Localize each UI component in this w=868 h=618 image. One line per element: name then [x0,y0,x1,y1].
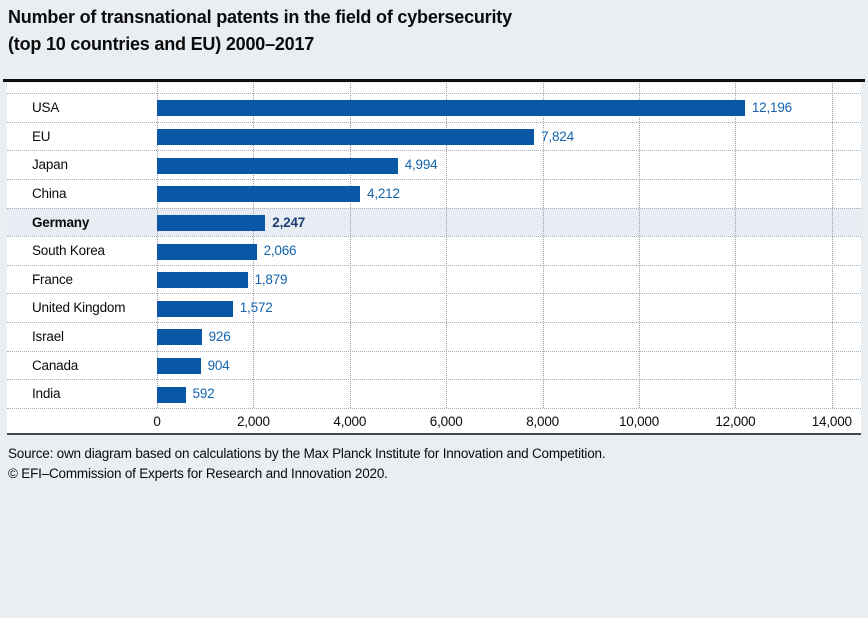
source-attribution: Source: own diagram based on calculation… [8,444,606,484]
x-axis-tick-label: 12,000 [715,414,756,429]
value-label: 926 [208,329,231,345]
category-label: Canada [32,357,79,373]
value-label: 7,824 [541,128,574,144]
category-label: Japan [32,157,68,173]
chart-row: South Korea 2,066 [7,236,861,266]
chart-row: Germany 2,247 [7,207,861,238]
category-label: EU [32,128,51,144]
chart-title-line-1: Number of transnational patents in the f… [8,7,512,27]
x-axis-tick-label: 14,000 [811,414,852,429]
category-label: China [32,185,67,201]
chart-title: Number of transnational patents in the f… [8,4,512,58]
value-label: 2,247 [272,214,306,230]
category-label: Germany [32,214,90,230]
chart-row: India 592 [7,379,861,409]
bar [157,358,201,375]
vertical-gridline [735,83,737,409]
chart-title-line-2: (top 10 countries and EU) 2000–2017 [8,34,315,54]
category-label: Israel [32,329,64,345]
value-label: 592 [192,386,215,402]
highlighted-row-band [7,207,861,237]
value-label: 2,066 [263,243,297,259]
value-label: 1,879 [254,271,288,287]
bar [157,272,248,289]
bar [157,329,202,346]
vertical-gridline [446,83,448,409]
chart-row: Israel 926 [7,322,861,352]
x-axis-tick-label: 8,000 [526,414,559,429]
chart-row: EU 7,824 [7,121,861,152]
value-label: 4,994 [404,157,438,173]
bar [157,128,535,145]
title-divider-rule [3,79,865,82]
chart-row: United Kingdom 1,572 [7,293,861,323]
vertical-gridline [831,83,833,409]
bar [157,214,266,231]
chart-row: USA 12,196 [7,93,861,123]
x-axis-tick-label: 2,000 [236,414,270,429]
chart-row: Japan 4,994 [7,150,861,180]
vertical-gridline [349,83,351,409]
rows-bottom-separator [7,408,861,410]
bar [157,243,257,260]
source-line-2: © EFI–Commission of Experts for Research… [8,466,388,481]
category-label: South Korea [32,243,105,259]
x-axis-tick-label: 10,000 [618,414,660,429]
bar [157,100,745,117]
chart-plot-area: USA 12,196 EU 7,824 Japan 4,994 China 4,212 Germ… [7,83,861,435]
bar [157,186,361,203]
chart-row: China 4,212 [7,178,861,209]
bar [157,300,233,317]
value-label: 904 [207,357,230,373]
category-label: USA [32,100,60,115]
source-line-1: Source: own diagram based on calculation… [8,446,606,461]
value-label: 4,212 [367,185,400,201]
category-label: United Kingdom [32,300,126,316]
x-axis-tick-label: 4,000 [333,414,367,429]
vertical-gridline [542,83,544,409]
bar [157,386,186,403]
x-axis-tick-label: 6,000 [429,414,463,429]
chart-row: Canada 904 [7,350,861,381]
vertical-gridline [639,83,640,409]
x-axis-tick-label: 0 [153,414,161,429]
value-label: 12,196 [751,100,792,115]
chart-row: France 1,879 [7,264,861,295]
value-label: 1,572 [239,300,273,316]
category-label: India [32,386,61,402]
category-label: France [32,271,73,287]
bar [157,157,398,174]
